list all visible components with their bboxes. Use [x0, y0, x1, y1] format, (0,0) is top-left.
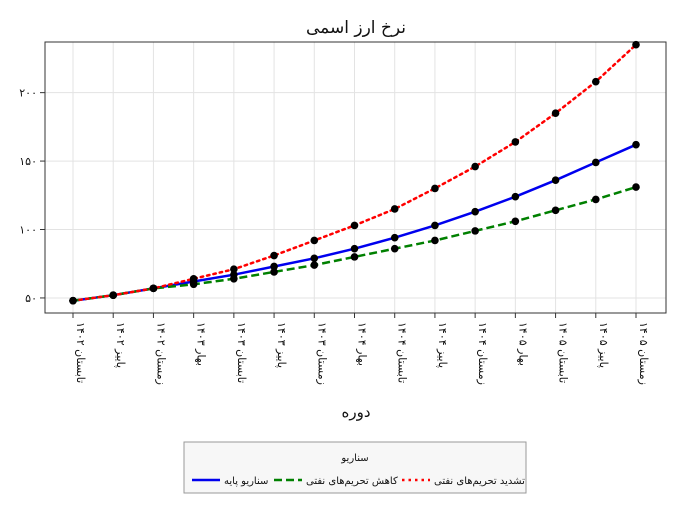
y-tick-label: ۲۰۰: [19, 87, 37, 100]
x-tick-label: ۱۴۰۳ تابستان: [235, 322, 248, 383]
data-point: [431, 236, 439, 245]
data-point: [270, 268, 278, 276]
data-point: [350, 221, 359, 230]
data-point: [591, 77, 600, 86]
x-tick-label: ۱۴۰۳ بهار: [195, 322, 208, 366]
data-point: [109, 291, 118, 300]
data-point: [551, 109, 560, 117]
data-point: [69, 296, 77, 305]
data-point: [632, 183, 640, 191]
x-axis-label: دوره: [341, 403, 370, 421]
x-tick-label: ۱۴۰۳ زمستان: [315, 322, 328, 385]
data-point: [511, 192, 520, 201]
legend-title: سناریو: [340, 453, 368, 464]
data-point: [431, 221, 439, 230]
y-tick-label: ۱۰۰: [19, 224, 37, 237]
x-tick-label: ۱۴۰۵ پاییز: [597, 322, 610, 368]
data-point: [591, 195, 600, 204]
legend-label-easing: کاهش تحریم‌های نفتی: [306, 476, 398, 487]
data-point: [390, 233, 399, 242]
x-tick-label: ۱۴۰۲ زمستان: [154, 322, 167, 385]
chart-title: نرخ ارز اسمی: [306, 18, 406, 38]
x-tick-label: ۱۴۰۲ تابستان: [74, 322, 87, 383]
data-point: [189, 280, 198, 289]
data-point: [511, 138, 520, 146]
x-tick-label: ۱۴۰۵ بهار: [516, 322, 529, 366]
legend-label-base: سناریو پایه: [224, 476, 268, 487]
y-tick-label: ۵۰: [25, 292, 37, 305]
x-tick-label: ۱۴۰۴ زمستان: [476, 322, 489, 385]
data-point: [632, 140, 640, 149]
data-point: [632, 40, 640, 49]
data-point: [390, 205, 399, 213]
y-axis: ۵۰ ۱۰۰ ۱۵۰ ۲۰۰: [19, 87, 45, 305]
data-point: [270, 251, 278, 260]
x-tick-label: ۱۴۰۴ پاییز: [436, 322, 449, 368]
data-point: [310, 236, 319, 245]
x-tick-label: ۱۴۰۴ بهار: [356, 322, 369, 366]
data-point: [471, 227, 479, 235]
data-point: [471, 207, 479, 216]
x-axis: ۱۴۰۲ تابستان ۱۴۰۲ پاییز ۱۴۰۲ زمستان ۱۴۰۳ به…: [72, 313, 650, 385]
data-point: [350, 253, 359, 261]
x-tick-label: ۱۴۰۵ زمستان: [637, 322, 650, 385]
data-point: [149, 284, 158, 293]
data-point: [350, 244, 359, 253]
data-point: [431, 184, 439, 193]
data-point: [511, 217, 520, 226]
data-point: [551, 206, 560, 215]
data-point: [230, 265, 238, 274]
x-tick-label: ۱۴۰۴ تابستان: [396, 322, 409, 383]
x-tick-label: ۱۴۰۵ تابستان: [557, 322, 570, 383]
data-point: [390, 244, 399, 253]
x-tick-label: ۱۴۰۲ پاییز: [114, 322, 127, 368]
series-points: [69, 40, 640, 305]
legend-label-tightening: تشدید تحریم‌های نفتی: [434, 476, 525, 487]
x-tick-label: ۱۴۰۳ پاییز: [275, 322, 288, 368]
data-point: [310, 254, 319, 263]
legend: سناریو سناریو پایه کاهش تحریم‌های نفتی ت…: [183, 441, 527, 494]
data-point: [189, 274, 198, 283]
data-point: [471, 162, 479, 171]
data-point: [310, 261, 319, 269]
data-point: [230, 274, 238, 283]
data-point: [270, 262, 278, 271]
plot-area: [44, 41, 667, 314]
data-point: [591, 158, 600, 167]
grid: [45, 42, 666, 313]
legend-box: [183, 441, 527, 494]
y-tick-label: ۱۵۰: [19, 155, 37, 168]
data-point: [551, 176, 560, 185]
